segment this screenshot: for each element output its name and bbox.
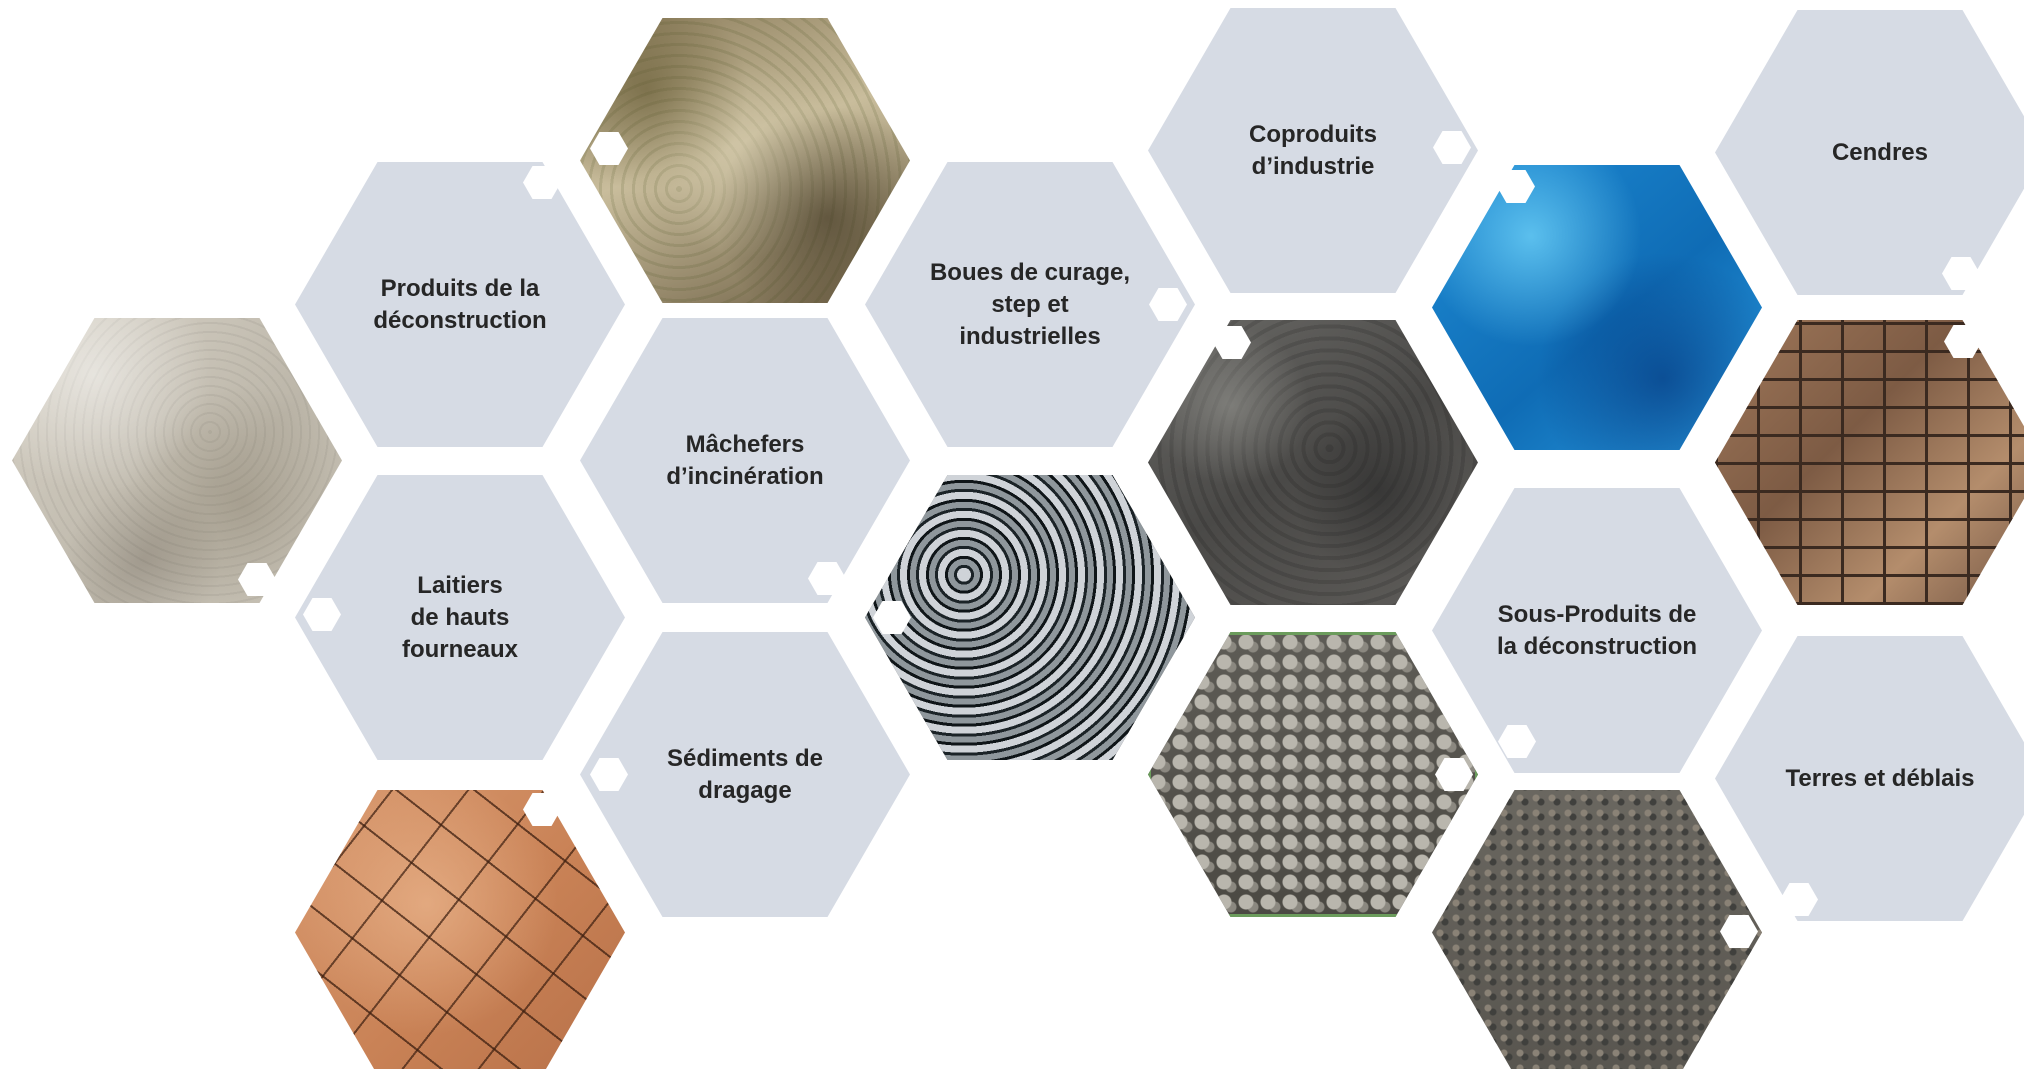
small-hexagon-icon	[303, 598, 341, 631]
hex-sous-produits: Sous-Produits de la déconstruction	[1432, 488, 1762, 773]
hex-produits-deconstruction: Produits de la déconstruction	[295, 162, 625, 447]
label-machefers: Mâchefers d’incinération	[666, 430, 824, 490]
small-hexagon-icon	[1149, 288, 1187, 321]
cracked-asphalt-texture	[865, 475, 1195, 760]
small-hexagon-icon	[1942, 257, 1980, 290]
hex-machefers: Mâchefers d’incinération	[580, 318, 910, 603]
small-hexagon-icon	[1435, 758, 1473, 791]
hex-sediments: Sédiments de dragage	[580, 632, 910, 917]
label-sediments: Sédiments de dragage	[666, 744, 824, 804]
label-laitiers: Laitiers de hauts fourneaux	[401, 571, 518, 663]
blue-metal-texture	[1432, 165, 1762, 450]
small-hexagon-icon	[1433, 131, 1471, 164]
label-boues: Boues de curage, step et industrielles	[929, 258, 1131, 350]
small-hexagon-icon	[1213, 326, 1251, 359]
gravel-texture	[1148, 632, 1478, 917]
hex-boues: Boues de curage, step et industrielles	[865, 162, 1195, 447]
label-sous-produits: Sous-Produits de la déconstruction	[1496, 600, 1698, 660]
small-hexagon-icon	[1497, 170, 1535, 203]
label-cendres: Cendres	[1831, 138, 1929, 166]
cracked-clay-texture	[295, 790, 625, 1069]
aggregate-asphalt-texture	[1432, 790, 1762, 1069]
stone-wall-texture	[1715, 320, 2024, 605]
small-hexagon-icon	[1780, 883, 1818, 916]
hex-coproduits: Coproduits d’industrie	[1148, 8, 1478, 293]
hex-cendres: Cendres	[1715, 10, 2024, 295]
concrete-paper-texture	[12, 318, 342, 603]
label-produits-deconstruction: Produits de la déconstruction	[373, 274, 547, 334]
dark-rock-texture	[1148, 320, 1478, 605]
small-hexagon-icon	[1498, 725, 1536, 758]
small-hexagon-icon	[1944, 325, 1982, 358]
small-hexagon-icon	[1720, 915, 1758, 948]
label-coproduits: Coproduits d’industrie	[1249, 120, 1377, 180]
label-terres: Terres et déblais	[1785, 764, 1975, 792]
grunge-moss-texture	[580, 18, 910, 303]
hex-laitiers: Laitiers de hauts fourneaux	[295, 475, 625, 760]
hex-terres: Terres et déblais	[1715, 636, 2024, 921]
